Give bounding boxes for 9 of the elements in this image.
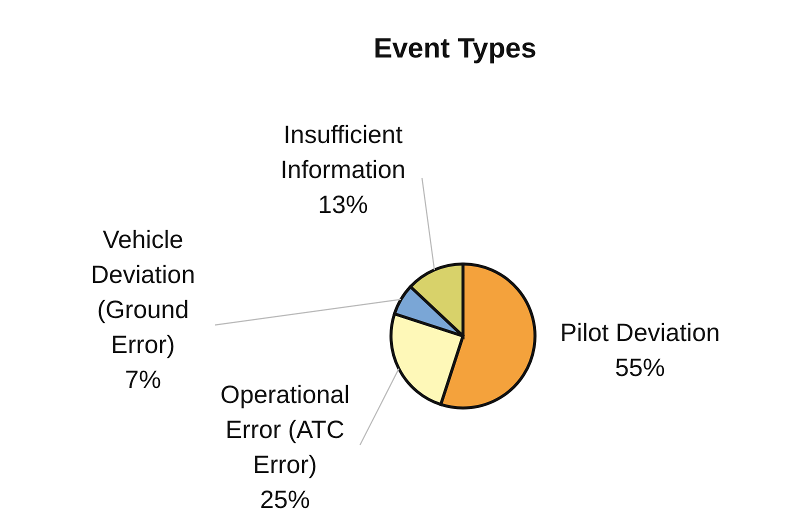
data-label: 13% bbox=[318, 191, 368, 219]
data-label: 7% bbox=[124, 366, 162, 394]
slice-label: Insufficient Information bbox=[280, 121, 406, 184]
chart-title: Event Types bbox=[374, 32, 536, 64]
slice-label: Operational Error (ATC Error) bbox=[220, 381, 350, 479]
slice-label: Vehicle Deviation (Ground Error) bbox=[90, 226, 196, 359]
data-label: 55% bbox=[614, 354, 666, 382]
data-label: 25% bbox=[260, 486, 310, 514]
slice-label: Pilot Deviation bbox=[560, 319, 720, 347]
